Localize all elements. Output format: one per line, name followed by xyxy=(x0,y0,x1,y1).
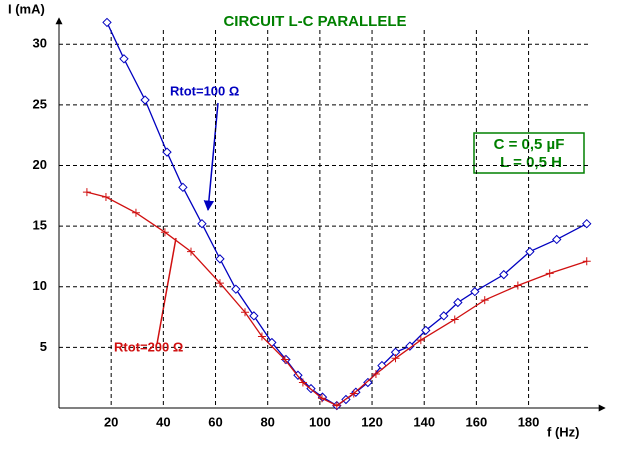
data-point xyxy=(215,279,224,288)
data-point xyxy=(499,269,509,280)
data-point xyxy=(513,281,522,290)
data-point xyxy=(405,341,415,351)
label-arrow xyxy=(156,237,177,345)
data-point xyxy=(119,54,129,64)
data-point xyxy=(298,378,307,387)
data-point xyxy=(215,254,225,264)
data-point xyxy=(545,269,554,278)
data-point xyxy=(187,247,195,256)
x-tick-label: 100 xyxy=(309,414,331,429)
data-point xyxy=(582,218,592,229)
x-tick-label: 180 xyxy=(518,414,540,429)
data-point xyxy=(391,354,400,363)
data-point xyxy=(363,377,373,388)
x-tick-label: 60 xyxy=(208,414,222,429)
x-tick-label: 140 xyxy=(413,414,435,429)
series-line xyxy=(86,191,587,407)
label-arrow xyxy=(203,102,219,212)
x-tick-label: 160 xyxy=(466,414,488,429)
data-point xyxy=(162,147,172,157)
data-point xyxy=(450,315,459,324)
annotation: L = 0,5 H xyxy=(500,154,562,171)
chart-title: CIRCUIT L-C PARALLELE xyxy=(223,13,406,30)
y-tick-label: 15 xyxy=(33,218,47,233)
data-point xyxy=(249,311,259,321)
y-tick-label: 20 xyxy=(33,157,47,172)
data-point xyxy=(421,325,431,336)
data-point xyxy=(280,355,289,364)
data-point xyxy=(178,182,188,193)
data-point xyxy=(349,389,358,398)
data-point xyxy=(371,370,380,379)
data-point xyxy=(416,336,425,345)
data-point xyxy=(102,17,112,28)
data-point xyxy=(101,193,110,202)
series-label: Rtot=200 Ω xyxy=(114,339,183,354)
data-point xyxy=(317,394,326,403)
y-tick-label: 5 xyxy=(40,339,47,354)
y-tick-label: 30 xyxy=(33,36,47,51)
data-point xyxy=(241,308,249,317)
y-tick-label: 10 xyxy=(33,278,47,293)
data-point xyxy=(525,246,535,257)
data-point xyxy=(552,234,562,245)
y-axis-label: I (mA) xyxy=(8,1,45,16)
data-point xyxy=(453,297,463,308)
x-tick-label: 80 xyxy=(260,414,274,429)
data-point xyxy=(470,286,480,297)
data-point xyxy=(82,188,91,197)
data-point xyxy=(231,284,241,294)
data-point xyxy=(480,296,489,305)
x-tick-label: 40 xyxy=(156,414,170,429)
data-point xyxy=(131,208,140,217)
series-label: Rtot=100 Ω xyxy=(170,83,239,98)
data-point xyxy=(332,401,341,410)
y-tick-label: 25 xyxy=(33,96,47,111)
data-point xyxy=(257,332,266,341)
data-point xyxy=(160,228,169,237)
data-point xyxy=(140,95,150,105)
x-tick-label: 20 xyxy=(104,414,118,429)
x-tick-label: 120 xyxy=(361,414,383,429)
x-axis-label: f (Hz) xyxy=(547,424,580,439)
data-point xyxy=(582,257,591,266)
data-point xyxy=(439,311,449,321)
data-point xyxy=(197,218,207,229)
